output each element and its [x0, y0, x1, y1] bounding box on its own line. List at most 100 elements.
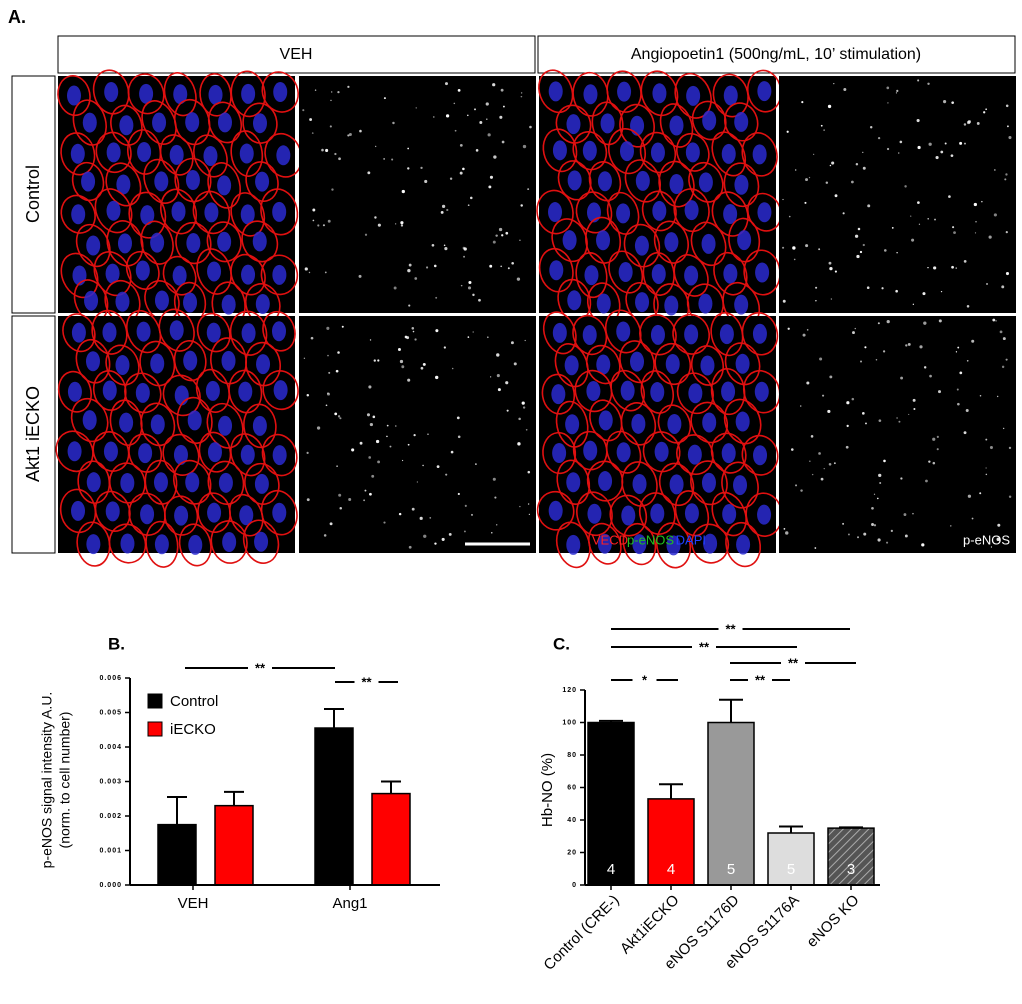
cell-junction — [193, 134, 228, 178]
signal-dot — [950, 525, 952, 527]
nucleus — [185, 170, 200, 191]
nucleus — [698, 293, 713, 314]
signal-dot — [496, 524, 498, 526]
signal-dot — [896, 89, 899, 93]
signal-dot — [456, 416, 460, 420]
signal-dot — [462, 167, 465, 171]
nucleus — [70, 143, 85, 164]
nucleus — [723, 85, 738, 106]
nucleus — [67, 85, 82, 106]
signal-dot — [818, 452, 821, 455]
cell-junction — [244, 462, 280, 505]
nucleus — [666, 535, 681, 556]
signal-dot — [990, 546, 993, 548]
column-header-box — [537, 35, 1016, 74]
signal-dot — [790, 448, 794, 451]
signal-dot — [494, 496, 497, 499]
signal-dot — [1004, 178, 1007, 181]
signal-dot — [472, 331, 474, 333]
nucleus — [105, 501, 120, 522]
signal-dot — [973, 202, 977, 207]
signal-dot — [317, 224, 320, 227]
cell-junction — [640, 70, 679, 117]
signal-dot — [331, 91, 333, 93]
signal-dot — [496, 374, 500, 378]
signal-dot — [783, 528, 786, 530]
signal-dot — [408, 304, 411, 307]
signal-dot — [983, 111, 986, 114]
cell-junction — [658, 462, 695, 507]
signal-dot — [814, 547, 817, 549]
signal-dot — [377, 359, 380, 362]
signal-dot — [322, 224, 325, 227]
signal-dot — [495, 234, 498, 237]
signal-dot — [511, 261, 514, 265]
signal-dot — [424, 179, 428, 184]
signal-dot — [339, 506, 342, 510]
signal-dot — [401, 459, 404, 462]
signal-dot — [879, 481, 882, 484]
nucleus — [86, 235, 101, 256]
signal-dot — [932, 437, 936, 441]
nucleus — [152, 112, 167, 133]
signal-dot — [383, 158, 385, 160]
signal-dot — [490, 376, 492, 378]
nucleus — [102, 380, 117, 401]
cell-junction — [196, 248, 232, 295]
nucleus — [154, 534, 169, 555]
nucleus — [150, 353, 165, 374]
signal-dot — [492, 240, 496, 244]
cell-junction — [245, 341, 281, 387]
signal-dot — [953, 231, 956, 235]
bar — [587, 721, 635, 886]
nucleus — [208, 84, 223, 105]
nucleus — [664, 232, 679, 253]
signal-dot — [386, 424, 389, 427]
nucleus — [650, 142, 665, 163]
cell-junction — [659, 103, 694, 148]
signal-dot — [933, 266, 937, 270]
nucleus — [616, 203, 631, 224]
cell-junction — [711, 191, 749, 237]
signal-dot — [810, 435, 814, 438]
significance-label: ** — [725, 621, 736, 636]
signal-dot — [919, 345, 923, 349]
signal-dot — [786, 130, 789, 133]
signal-dot — [834, 194, 838, 198]
cell-junction — [245, 161, 279, 203]
signal-dot — [833, 82, 835, 85]
signal-dot — [505, 231, 509, 235]
signal-dot — [457, 89, 461, 92]
cell-junction — [639, 131, 677, 174]
signal-dot — [827, 104, 832, 109]
nucleus — [174, 385, 189, 406]
signal-dot — [407, 268, 411, 273]
signal-dot — [964, 142, 966, 145]
signal-dot — [407, 443, 410, 446]
x-tick-label: Akt1iECKO — [617, 892, 683, 958]
nucleus — [684, 324, 699, 345]
cell-junction — [607, 128, 646, 175]
signal-dot — [377, 223, 381, 227]
signal-dot — [921, 543, 925, 547]
signal-dot — [896, 251, 898, 254]
nucleus — [564, 355, 579, 376]
nucleus — [734, 294, 749, 315]
cell-junction — [623, 223, 661, 268]
signal-dot — [422, 362, 426, 366]
signal-dot — [348, 498, 352, 502]
nucleus — [106, 200, 121, 221]
signal-dot — [338, 493, 342, 497]
significance-label: ** — [255, 660, 266, 675]
cell-junction — [260, 188, 299, 236]
nucleus — [632, 534, 647, 555]
signal-dot — [519, 505, 521, 508]
signal-dot — [529, 125, 532, 129]
y-tick-label: 0.005 — [99, 709, 122, 716]
signal-dot — [487, 133, 491, 137]
nucleus — [71, 204, 86, 225]
signal-dot — [863, 532, 867, 536]
bar — [314, 727, 354, 886]
signal-dot — [331, 188, 334, 191]
cell-junction — [57, 370, 92, 413]
